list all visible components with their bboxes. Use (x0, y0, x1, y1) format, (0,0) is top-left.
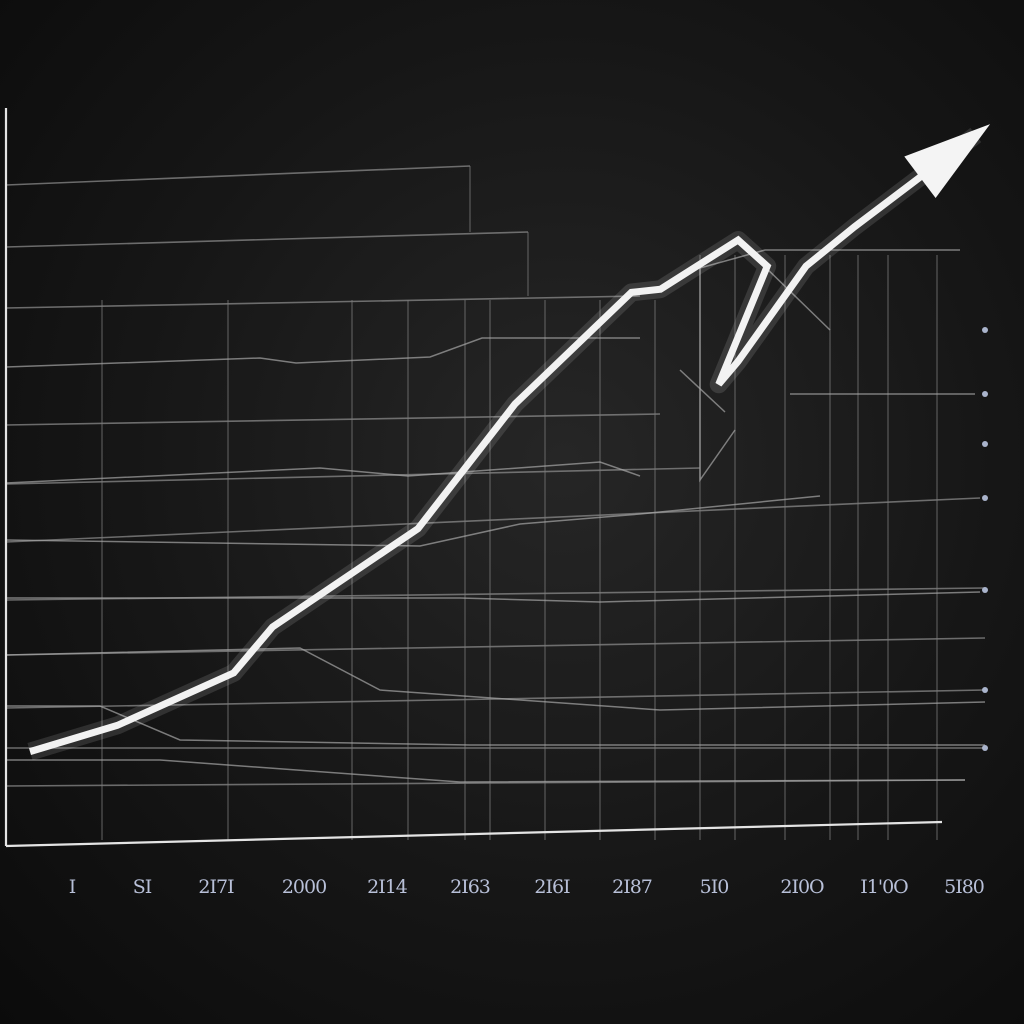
grid-line-h-4 (5, 467, 701, 485)
grid-line-h-1 (5, 231, 529, 248)
x-tick-label-2: 2I7I (198, 876, 234, 898)
right-tick-mark-3 (982, 495, 988, 501)
series-line (28, 132, 978, 755)
right-tick-mark-6 (982, 745, 988, 751)
x-tick-label-7: 2I87 (612, 876, 652, 898)
background-series-5 (6, 705, 985, 746)
background-series-4 (5, 647, 986, 711)
background-series-0 (5, 337, 640, 368)
right-tick-mark-0 (982, 327, 988, 333)
background-series-2 (5, 495, 821, 547)
right-tick-mark-4 (982, 587, 988, 593)
x-tick-label-10: I1'0O (860, 876, 908, 898)
right-tick-mark-2 (982, 441, 988, 447)
x-tick-label-6: 2I6I (534, 876, 570, 898)
axes (4, 108, 943, 848)
background-series-9 (679, 369, 726, 413)
background-series-1 (5, 461, 641, 484)
grid-line-h-5 (5, 497, 981, 543)
background-series-6 (6, 759, 966, 783)
series-main (27, 124, 991, 761)
x-tick-label-8: 5I0 (700, 876, 729, 898)
x-tick-label-5: 2I63 (450, 876, 490, 898)
x-tick-label-0: I (69, 876, 76, 898)
grid-line-h-3 (5, 413, 661, 426)
x-tick-label-11: 5I80 (944, 876, 984, 898)
grid (5, 165, 986, 840)
right-tick-mark-1 (982, 391, 988, 397)
x-tick-labels: I SI 2I7I 2000 2I14 2I63 2I6I 2I87 5I0 2I0O I1'0O 5… (69, 876, 985, 898)
background-series-7 (699, 268, 736, 483)
x-tick-label-1: SI (133, 876, 152, 898)
x-tick-label-3: 2000 (282, 876, 326, 898)
series-arrow-head (904, 124, 991, 198)
right-tick-marks (982, 327, 988, 751)
grid-line-h-0 (5, 165, 471, 186)
x-tick-label-9: 2I0O (780, 876, 824, 898)
x-axis (5, 820, 943, 848)
grid-line-h-7 (5, 637, 986, 656)
background-series-8 (699, 249, 960, 269)
background-series-10 (759, 261, 831, 331)
background-series-3 (6, 591, 981, 603)
grid-line-h-2 (5, 295, 641, 309)
right-tick-mark-5 (982, 687, 988, 693)
background-lines (5, 249, 986, 783)
series-glow (27, 127, 982, 761)
x-tick-label-4: 2I14 (367, 876, 408, 898)
